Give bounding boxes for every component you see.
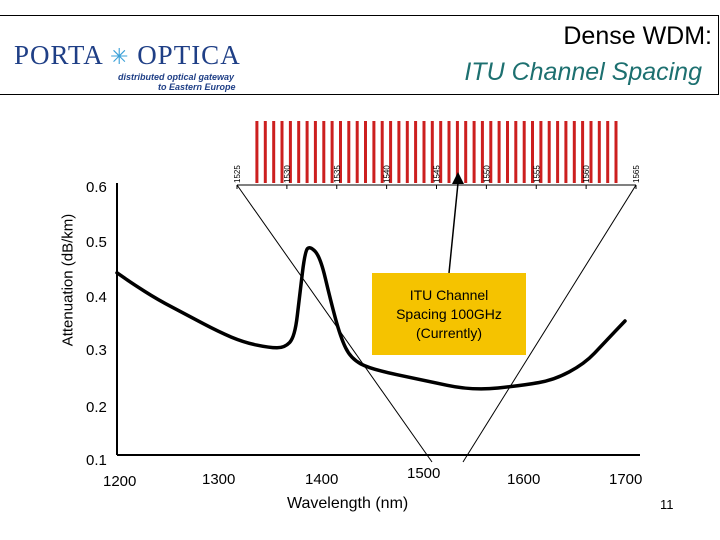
channel-bar bbox=[322, 121, 326, 183]
channel-bar bbox=[380, 121, 384, 183]
channel-bar bbox=[447, 121, 451, 183]
callout-arrow bbox=[448, 172, 464, 274]
channel-bar bbox=[572, 121, 576, 183]
x-tick-label: 1400 bbox=[305, 471, 338, 488]
channel-bar bbox=[589, 121, 593, 183]
x-tick-label: 1300 bbox=[202, 471, 235, 488]
channel-bar bbox=[430, 121, 434, 183]
channel-bar bbox=[305, 121, 309, 183]
porta-optica-logo: PORTA ✳ OPTICA distributed optical gatew… bbox=[10, 22, 240, 92]
page-number: 11 bbox=[660, 497, 674, 512]
channel-bar bbox=[280, 121, 284, 183]
logo-wordmark: PORTA ✳ OPTICA bbox=[14, 40, 241, 71]
logo-tagline-2: to Eastern Europe bbox=[158, 82, 236, 92]
x-tick-label: 1500 bbox=[407, 465, 440, 482]
y-tick-labels: 0.6 0.5 0.4 0.3 0.2 0.1 bbox=[86, 179, 107, 469]
arrow-shaft bbox=[448, 182, 459, 274]
y-tick-label: 0.3 bbox=[86, 342, 107, 359]
x-axis-label: Wavelength (nm) bbox=[287, 495, 409, 512]
y-tick-label: 0.6 bbox=[86, 179, 107, 196]
channel-bar bbox=[422, 121, 426, 183]
arrow-head-icon bbox=[452, 172, 464, 184]
channel-bar bbox=[614, 121, 618, 183]
channel-bar bbox=[272, 121, 276, 183]
channel-bar bbox=[439, 121, 443, 183]
channel-bar bbox=[397, 121, 401, 183]
channel-tick-label: 1565 bbox=[632, 165, 641, 183]
callout-line-3: (Currently) bbox=[415, 324, 483, 341]
y-tick-label: 0.1 bbox=[86, 452, 107, 469]
channel-bar bbox=[531, 121, 534, 183]
callout-line-2: Spacing 100GHz bbox=[396, 305, 502, 322]
y-axis-label: Attenuation (dB/km) bbox=[59, 213, 77, 347]
channel-bar bbox=[330, 121, 334, 183]
channel-bar bbox=[313, 121, 317, 183]
channel-bar bbox=[489, 121, 493, 183]
logo-word-porta: PORTA bbox=[14, 40, 103, 70]
zoom-line-right bbox=[462, 184, 637, 463]
channel-bar bbox=[263, 121, 267, 183]
logo-swirl-icon: ✳ bbox=[110, 44, 130, 69]
channel-bar bbox=[405, 121, 409, 183]
channel-bar bbox=[472, 121, 476, 183]
attenuation-series-line bbox=[115, 246, 627, 391]
x-tick-label: 1700 bbox=[609, 471, 642, 488]
channel-bar bbox=[297, 121, 301, 183]
slide-title: Dense WDM: bbox=[563, 22, 712, 50]
channel-bar bbox=[414, 121, 418, 183]
channel-bar bbox=[455, 121, 459, 183]
channel-bar bbox=[547, 121, 551, 183]
channel-bar bbox=[464, 121, 468, 183]
channel-bar bbox=[255, 121, 259, 183]
channel-bar bbox=[364, 121, 367, 183]
channel-tick-label: 1545 bbox=[433, 165, 442, 183]
logo-tagline-1: distributed optical gateway bbox=[118, 72, 235, 82]
channel-tick-labels: 1525 1530 1535 1540 1545 1550 1555 1560 1565 bbox=[233, 165, 641, 189]
channel-tick-label: 1535 bbox=[333, 165, 342, 183]
channel-bar bbox=[497, 121, 501, 183]
channel-tick-label: 1525 bbox=[233, 165, 242, 183]
channel-tick-label: 1530 bbox=[283, 165, 292, 183]
channel-bar bbox=[389, 121, 393, 183]
channel-bar bbox=[355, 121, 359, 183]
channel-bar bbox=[564, 121, 568, 183]
channel-bar bbox=[606, 121, 610, 183]
x-tick-label: 1600 bbox=[507, 471, 540, 488]
channel-bar bbox=[514, 121, 518, 183]
zoom-lines bbox=[236, 184, 637, 463]
channel-bar bbox=[480, 121, 484, 183]
channel-tick-label: 1555 bbox=[532, 165, 541, 183]
y-tick-label: 0.5 bbox=[86, 234, 107, 251]
itu-spacing-callout: ITU Channel Spacing 100GHz (Currently) bbox=[372, 273, 526, 355]
attenuation-curve bbox=[115, 246, 627, 391]
channel-tick-label: 1540 bbox=[383, 165, 392, 183]
x-tick-label: 1200 bbox=[103, 473, 136, 490]
channel-bar bbox=[522, 121, 526, 183]
callout-line-1: ITU Channel bbox=[409, 286, 489, 303]
channel-bar bbox=[288, 121, 292, 183]
channel-tick-label: 1560 bbox=[582, 165, 591, 183]
slide-header bbox=[0, 15, 719, 95]
channel-bar bbox=[597, 121, 601, 183]
channel-tick-label: 1550 bbox=[482, 165, 491, 183]
chart-axes bbox=[116, 183, 640, 456]
channel-bar bbox=[339, 121, 342, 183]
x-tick-labels: 1200 1300 1400 1500 1600 1700 bbox=[103, 465, 642, 490]
channel-bar bbox=[581, 121, 585, 183]
channel-bar bbox=[539, 121, 543, 183]
slide-subtitle: ITU Channel Spacing bbox=[464, 58, 702, 86]
logo-word-optica: OPTICA bbox=[137, 40, 241, 70]
y-tick-label: 0.2 bbox=[86, 399, 107, 416]
zoom-line-left bbox=[236, 184, 433, 463]
channel-bar bbox=[372, 121, 376, 183]
y-tick-label: 0.4 bbox=[86, 289, 107, 306]
channel-bar bbox=[556, 121, 560, 183]
channel-bar bbox=[347, 121, 351, 183]
channel-bar bbox=[506, 121, 509, 183]
